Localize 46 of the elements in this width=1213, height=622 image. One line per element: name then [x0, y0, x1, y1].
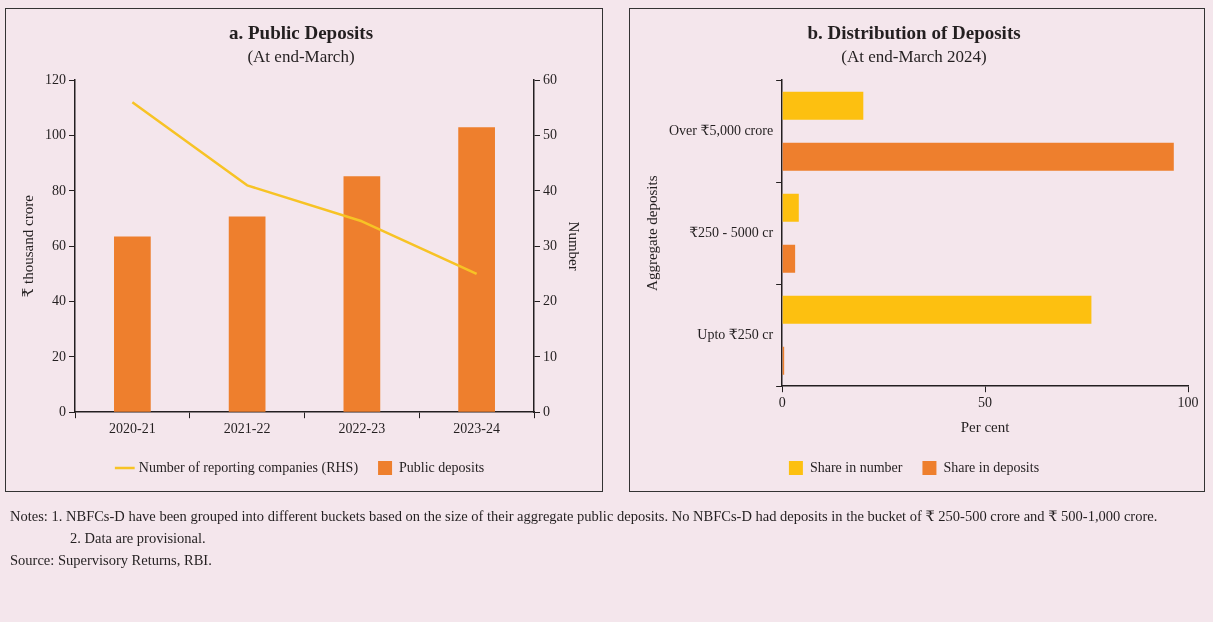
- y-tick-label: 20: [52, 348, 66, 364]
- y-tick-label: 120: [45, 71, 66, 87]
- bar: [458, 127, 495, 412]
- y2-tick-label: 20: [543, 293, 557, 309]
- legend-label: Number of reporting companies (RHS): [138, 459, 359, 476]
- legend-label: Public deposits: [399, 459, 485, 475]
- y-axis-title: ₹ thousand crore: [19, 194, 36, 298]
- chart-subtitle: (At end-March 2024): [841, 47, 987, 67]
- bar: [782, 295, 1092, 324]
- y2-tick-label: 40: [543, 182, 557, 198]
- y-tick-label: 40: [52, 293, 66, 309]
- bar: [343, 176, 381, 412]
- y-tick-label: 100: [45, 127, 66, 143]
- source-note: Source: Supervisory Returns, RBI.: [10, 551, 213, 570]
- x-tick-label: 0: [778, 395, 786, 411]
- y2-tick-label: 60: [543, 71, 557, 87]
- y-tick-label: 80: [52, 182, 66, 198]
- legend-label: Share in deposits: [943, 459, 1040, 475]
- y-tick-label: Over ₹5,000 crore: [668, 122, 774, 138]
- y-tick-label: ₹250 - 5000 cr: [689, 224, 774, 240]
- x-tick-label: 50: [978, 395, 993, 411]
- bar: [782, 142, 1174, 171]
- chart-title: b. Distribution of Deposits: [807, 22, 1021, 44]
- legend-label: Share in number: [809, 459, 903, 475]
- chart-title: a. Public Deposits: [228, 22, 374, 44]
- bar: [114, 236, 151, 412]
- text: Notes: 1. NBFCs-D have been grouped into different buckets based on the size of their aggregate public deposits. No NBFCs-D had deposits in the bucket of ₹ 250-500 crore and ₹ 500-1,000 crore.: [10, 507, 1159, 526]
- y2-tick-label: 50: [543, 127, 557, 143]
- bar: [782, 91, 864, 120]
- y-axis-title: Aggregate deposits: [643, 175, 660, 291]
- y-tick-label: 60: [52, 237, 66, 253]
- y2-tick-label: 30: [543, 237, 557, 253]
- bar: [228, 216, 266, 412]
- x-tick-label: 100: [1177, 395, 1199, 411]
- text: 2. Data are provisional.: [69, 529, 207, 548]
- bar: [782, 193, 799, 222]
- x-tick-label: 2023-24: [453, 421, 500, 437]
- y2-axis-title: Number: [566, 221, 583, 271]
- bar: [782, 244, 796, 273]
- x-tick-label: 2020-21: [109, 421, 156, 437]
- chart-subtitle: (At end-March): [247, 47, 355, 67]
- x-tick-label: 2021-22: [223, 421, 271, 437]
- y-tick-label: Upto ₹250 cr: [697, 326, 774, 342]
- x-tick-label: 2022-23: [338, 421, 386, 437]
- x-axis-title: Per cent: [960, 418, 1011, 435]
- y2-tick-label: 10: [543, 348, 557, 364]
